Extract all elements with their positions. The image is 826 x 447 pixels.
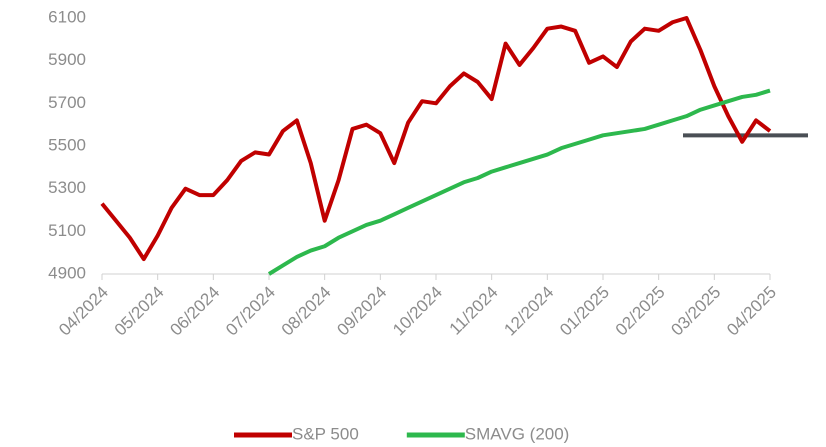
- y-tick-label: 5100: [48, 221, 86, 240]
- y-tick-label: 4900: [48, 263, 86, 282]
- x-tick-label: 08/2024: [278, 283, 335, 340]
- series-line: [267, 88, 771, 276]
- y-tick-label: 5300: [48, 178, 86, 197]
- x-tick-label: 01/2025: [556, 283, 613, 340]
- y-tick-label: 5900: [48, 50, 86, 69]
- legend-label: SMAVG (200): [465, 424, 570, 443]
- x-tick-label: 03/2025: [667, 283, 724, 340]
- x-tick-label: 04/2025: [723, 283, 780, 340]
- series-line: [100, 16, 772, 262]
- y-tick-label: 6100: [48, 7, 86, 26]
- x-tick-label: 02/2025: [612, 283, 669, 340]
- y-tick-label: 5500: [48, 135, 86, 154]
- x-tick-label: 12/2024: [500, 283, 557, 340]
- x-tick-label: 06/2024: [166, 283, 223, 340]
- x-tick-label: 05/2024: [111, 283, 168, 340]
- y-tick-label: 5700: [48, 93, 86, 112]
- x-tick-label: 11/2024: [446, 283, 502, 339]
- x-tick-label: 04/2024: [55, 283, 112, 340]
- x-tick-label: 07/2024: [222, 283, 279, 340]
- legend-label: S&P 500: [292, 424, 359, 443]
- x-tick-label: 09/2024: [333, 283, 390, 340]
- x-tick-label: 10/2024: [389, 283, 446, 340]
